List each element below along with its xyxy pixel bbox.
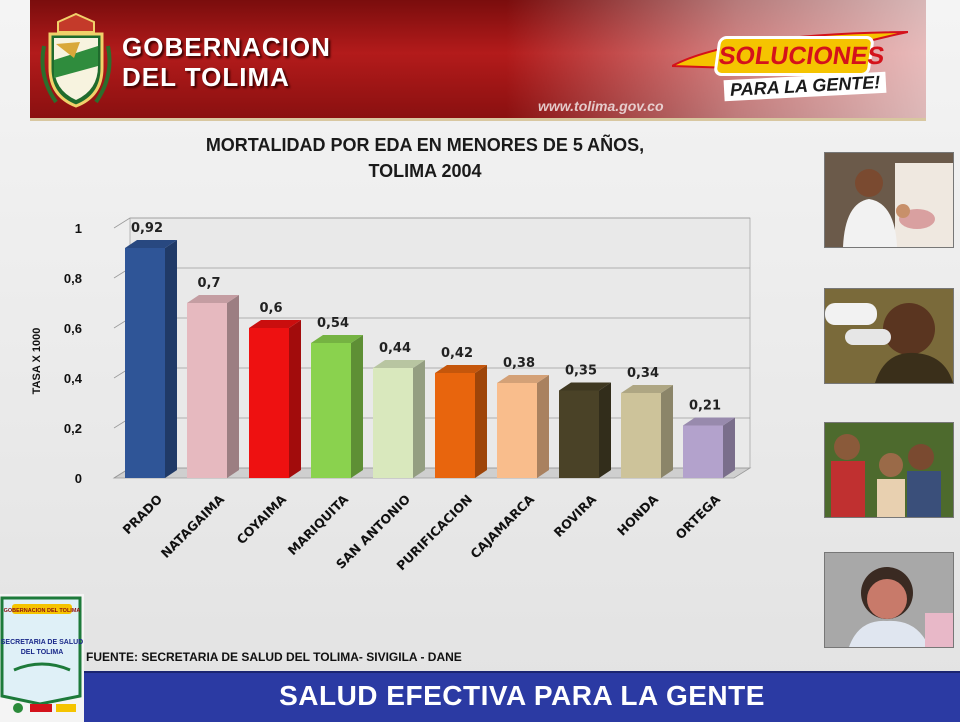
bar-front (373, 368, 413, 478)
logo-title-line2: DEL TOLIMA (21, 649, 64, 656)
bar-side (227, 295, 239, 478)
bar-front (249, 328, 289, 478)
data-label: 0,34 (627, 366, 659, 381)
bar-cajamarca (497, 375, 549, 478)
photo-toddler (824, 552, 954, 648)
bar-front (621, 393, 661, 478)
bar-ortega (683, 417, 735, 478)
bar-side (599, 382, 611, 478)
y-axis-label: TASA X 1000 (31, 328, 43, 395)
y-tick-label: 0,8 (64, 271, 82, 286)
bar-front (187, 303, 227, 478)
data-label: 0,44 (379, 341, 411, 356)
photo-child-vaccine (824, 288, 954, 384)
bar-front (125, 248, 165, 478)
grid-line-depth (113, 217, 131, 229)
footer-slogan: SALUD EFECTIVA PARA LA GENTE (279, 680, 765, 711)
x-tick-label: ROVIRA (551, 491, 600, 540)
x-tick-label: NATAGAIMA (158, 491, 228, 561)
x-tick-label: MARIQUITA (285, 491, 352, 558)
data-label: 0,92 (131, 221, 163, 236)
source-note: FUENTE: SECRETARIA DE SALUD DEL TOLIMA- … (86, 650, 462, 664)
chart-title: MORTALIDAD POR EDA EN MENORES DE 5 AÑOS,… (120, 132, 730, 184)
bar-chart: 0 0,2 0,4 0,6 0,8 1 0,92 0,7 0,6 0,54 0,44 0,42 0,3… (31, 217, 752, 573)
bars (125, 240, 735, 478)
bar-natagaima (187, 295, 239, 478)
data-label: 0,6 (259, 301, 282, 316)
data-label: 0,35 (565, 364, 597, 379)
bar-side (661, 385, 673, 478)
data-label: 0,38 (503, 356, 535, 371)
coat-of-arms-icon (40, 12, 112, 108)
bar-side (537, 375, 549, 478)
y-tick-label: 0 (75, 471, 82, 486)
bar-top (187, 295, 239, 303)
x-tick-label: CAJAMARCA (467, 491, 537, 561)
bar-side (723, 417, 735, 478)
bar-top (559, 382, 611, 391)
bar-top (125, 240, 177, 248)
slogan-main: SOLUCIONES (713, 36, 886, 76)
bar-rovira (559, 382, 611, 478)
website-url: www.tolima.gov.co (538, 98, 664, 114)
bar-front (559, 390, 599, 478)
bar-mariquita (311, 335, 363, 478)
banner-title-line1: GOBERNACION (122, 32, 331, 62)
bar-top (621, 385, 673, 393)
bar-top (497, 375, 549, 383)
bar-top (683, 417, 735, 426)
logo-badge: GOBERNACION DEL TOLIMA (4, 608, 81, 614)
bar-side (165, 240, 177, 478)
bar-prado (125, 240, 177, 478)
bar-front (311, 343, 351, 478)
bar-top (373, 360, 425, 368)
data-label: 0,42 (441, 346, 473, 361)
bar-side (351, 335, 363, 478)
bar-coyaima (249, 320, 301, 478)
chart-title-line1: MORTALIDAD POR EDA EN MENORES DE 5 AÑOS, (205, 135, 645, 155)
bar-front (435, 373, 475, 478)
logo-title-line1: SECRETARIA DE SALUD (1, 639, 83, 646)
data-label: 0,21 (689, 399, 721, 414)
bar-side (289, 320, 301, 478)
y-axis-ticks: 0 0,2 0,4 0,6 0,8 1 (64, 221, 83, 486)
x-tick-label: HONDA (614, 491, 661, 538)
chart-title-line2: TOLIMA 2004 (368, 161, 482, 181)
data-labels: 0,92 0,7 0,6 0,54 0,44 0,42 0,38 0,35 0,34 0,21 (131, 221, 721, 414)
data-label: 0,7 (197, 276, 220, 291)
bar-honda (621, 385, 673, 478)
y-tick-label: 1 (75, 221, 82, 236)
bar-side (413, 360, 425, 478)
y-tick-label: 0,2 (64, 421, 82, 436)
data-label: 0,54 (317, 316, 349, 331)
bar-top (249, 320, 301, 328)
y-tick-label: 0,6 (64, 321, 82, 336)
banner-title-line2: DEL TOLIMA (122, 62, 290, 92)
bar-purificacion (435, 365, 487, 478)
bar-side (475, 365, 487, 478)
y-tick-label: 0,4 (64, 371, 83, 386)
footer-bar: SALUD EFECTIVA PARA LA GENTE (84, 671, 960, 722)
bar-front (683, 425, 723, 478)
x-tick-label: ORTEGA (672, 491, 723, 542)
bar-top (311, 335, 363, 343)
photo-mother-baby (824, 152, 954, 248)
secretaria-salud-logo: GOBERNACION DEL TOLIMA SECRETARIA DE SAL… (0, 594, 84, 720)
photo-children-group (824, 422, 954, 518)
bar-top (435, 365, 487, 373)
bar-front (497, 383, 537, 478)
x-tick-label: COYAIMA (234, 491, 290, 547)
bar-san-antonio (373, 360, 425, 478)
x-tick-label: PRADO (120, 492, 166, 538)
